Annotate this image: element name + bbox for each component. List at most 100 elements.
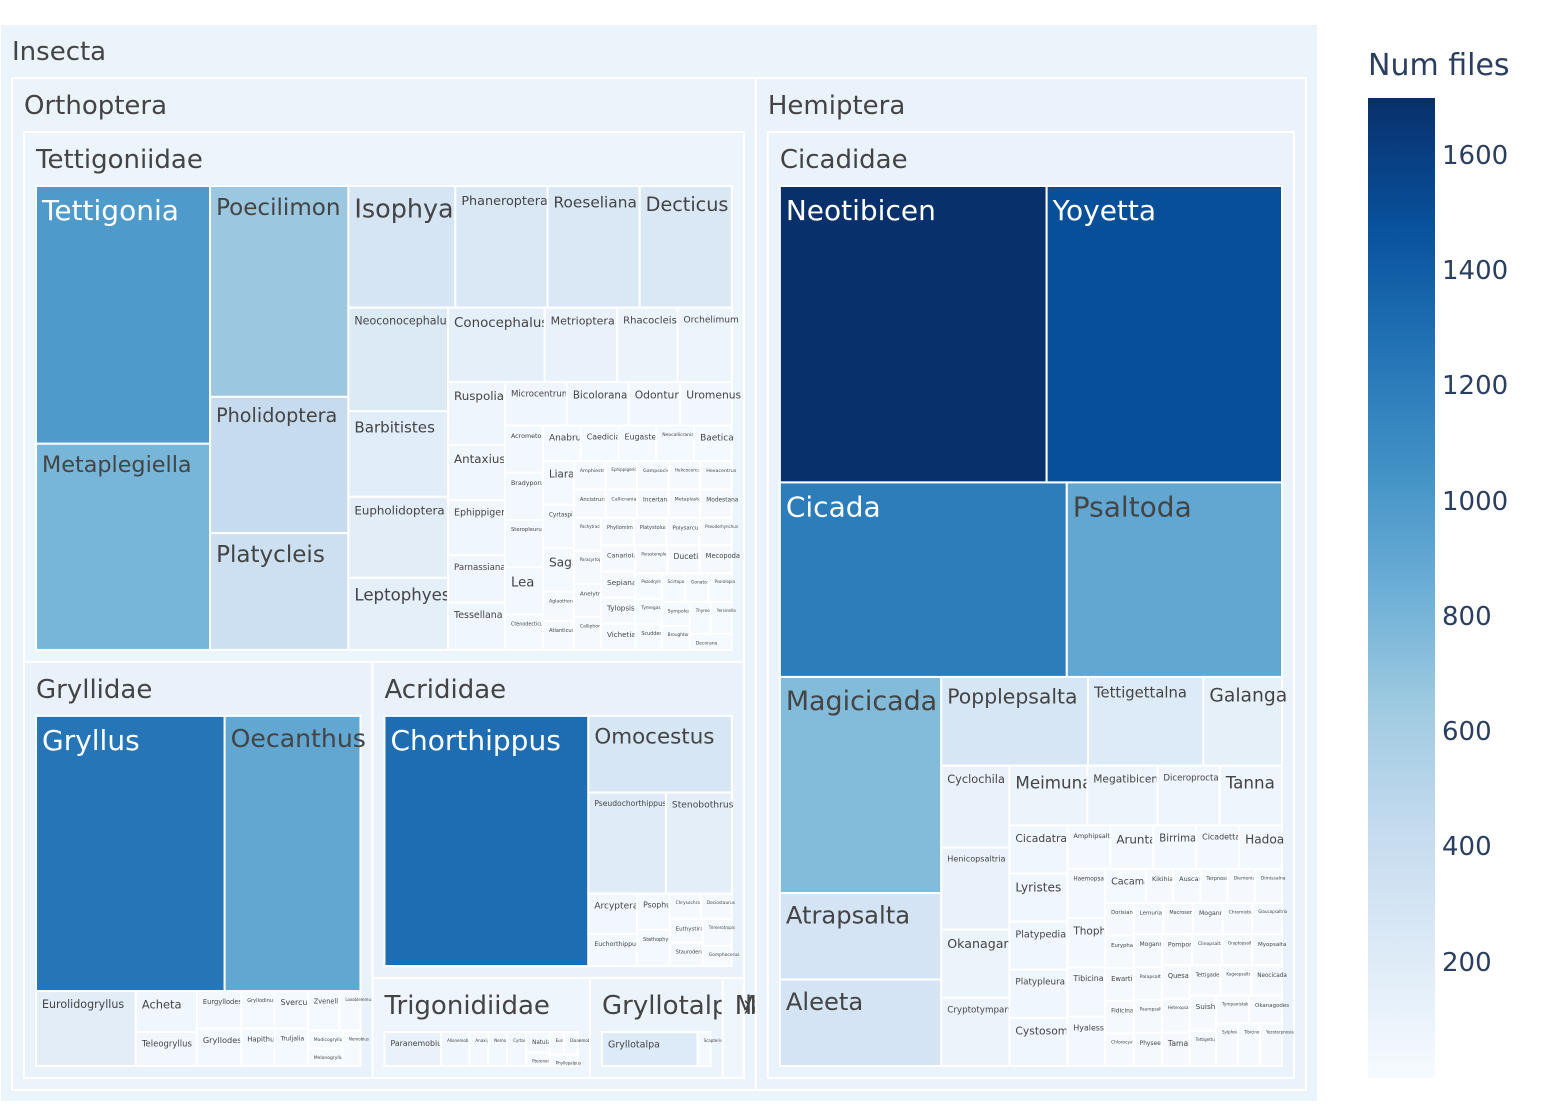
- genus-rhacocleis[interactable]: [616, 306, 679, 383]
- genus-atlanticus[interactable]: [541, 619, 575, 651]
- genus-pseudorhynchus[interactable]: [698, 516, 733, 547]
- genus-hapithus[interactable]: [240, 1027, 276, 1067]
- genus-hyalessa[interactable]: [1066, 1015, 1107, 1067]
- genus-okanagana[interactable]: [940, 928, 1011, 999]
- genus-birrima[interactable]: [1152, 824, 1198, 870]
- genus-arcyptera[interactable]: [587, 892, 639, 935]
- genus-chorthippus[interactable]: [383, 714, 590, 968]
- genus-incertana[interactable]: [636, 488, 670, 519]
- genus-scirtopoda[interactable]: [660, 572, 687, 603]
- genus-myopsalta[interactable]: [1250, 933, 1284, 967]
- genus-aglaothorax[interactable]: [541, 590, 575, 622]
- genus-euryphara[interactable]: [1104, 934, 1135, 970]
- genus-uromenus[interactable]: [679, 380, 733, 427]
- genus-kageopsaltria[interactable]: [1219, 964, 1253, 997]
- genus-cicadetta[interactable]: [1195, 824, 1241, 870]
- genus-pachytrachis[interactable]: [572, 516, 603, 552]
- genus-microcentrum[interactable]: [503, 380, 568, 427]
- genus-eupholidoptera[interactable]: [347, 495, 450, 579]
- genus-chrysochraon[interactable]: [668, 892, 702, 920]
- genus-physeema[interactable]: [1132, 1032, 1163, 1067]
- genus-nemobius[interactable]: [341, 1029, 362, 1067]
- genus-callicrania[interactable]: [604, 488, 639, 519]
- genus-euchorthippus[interactable]: [587, 932, 639, 968]
- genus-neoconocephalus[interactable]: [347, 306, 450, 413]
- genus-suisha[interactable]: [1188, 994, 1218, 1032]
- genus-neotibicen[interactable]: [778, 185, 1048, 484]
- genus-metaplegiella[interactable]: [35, 442, 212, 651]
- genus-phyllopalpus[interactable]: [548, 1053, 579, 1068]
- genus-clinopsalta[interactable]: [1190, 933, 1223, 967]
- genus-tymegaster[interactable]: [634, 597, 663, 626]
- genus-anelytra[interactable]: [572, 582, 603, 618]
- genus-neocallicrania[interactable]: [655, 424, 696, 463]
- genus-diemeniana[interactable]: [1226, 867, 1256, 904]
- genus-ephippigerida[interactable]: [604, 460, 639, 491]
- genus-platystolus[interactable]: [632, 516, 668, 547]
- genus-truljalia[interactable]: [273, 1027, 309, 1067]
- genus-macrosemia[interactable]: [1162, 901, 1194, 936]
- genus-psophus[interactable]: [636, 892, 671, 931]
- genus-eunemobius[interactable]: [548, 1031, 565, 1056]
- genus-glaucopsaltria[interactable]: [1251, 901, 1283, 936]
- genus-cicada[interactable]: [778, 481, 1068, 678]
- genus-gomphocerus[interactable]: [701, 944, 733, 968]
- genus-tettigettula[interactable]: [1188, 1029, 1218, 1067]
- genus-magicicada[interactable]: [778, 675, 943, 895]
- genus-tamasa[interactable]: [1160, 1031, 1191, 1068]
- genus-tessellana[interactable]: [447, 601, 506, 651]
- genus-tettigades[interactable]: [1188, 964, 1222, 997]
- genus-modestana[interactable]: [699, 488, 733, 519]
- genus-gryllotalpa[interactable]: [600, 1031, 699, 1068]
- genus-palapsalta[interactable]: [1132, 966, 1163, 1002]
- genus-galanga[interactable]: [1202, 675, 1283, 767]
- genus-orchelimum[interactable]: [676, 306, 733, 383]
- genus-eugaster[interactable]: [617, 424, 658, 463]
- genus-auscala[interactable]: [1172, 867, 1202, 904]
- genus-cacama[interactable]: [1104, 867, 1147, 904]
- genus-phaneroptera[interactable]: [454, 185, 549, 309]
- genus-dorisiana[interactable]: [1104, 901, 1135, 937]
- genus-pauropsalta[interactable]: [1132, 999, 1163, 1035]
- genus-acheta[interactable]: [134, 990, 198, 1033]
- genus-svercus[interactable]: [273, 990, 309, 1030]
- genus-gryllus[interactable]: [35, 714, 226, 993]
- genus-kikihia[interactable]: [1144, 867, 1175, 904]
- genus-metaplastes[interactable]: [667, 488, 702, 519]
- genus-scudderia[interactable]: [634, 623, 663, 651]
- genus-paranemobius[interactable]: [383, 1031, 443, 1068]
- genus-psaltoda[interactable]: [1065, 481, 1283, 678]
- genus-dimissalna[interactable]: [1253, 867, 1283, 904]
- genus-trimerotropis[interactable]: [701, 917, 733, 947]
- genus-platypleura[interactable]: [1008, 968, 1069, 1019]
- genus-calliphona[interactable]: [572, 615, 603, 651]
- genus-lea[interactable]: [503, 566, 544, 616]
- genus-thyreonotus[interactable]: [688, 600, 712, 635]
- genus-saga[interactable]: [541, 547, 575, 593]
- genus-stenobothrus[interactable]: [664, 791, 733, 895]
- genus-cystosoma[interactable]: [1008, 1016, 1069, 1067]
- genus-moganni[interactable]: [1132, 933, 1163, 969]
- genus-gonatoxia[interactable]: [684, 572, 710, 603]
- genus-hexacentrus[interactable]: [699, 460, 733, 491]
- genus-dianemobius[interactable]: [562, 1031, 579, 1056]
- group-mogoplistidae[interactable]: [721, 977, 745, 1079]
- genus-poecilimon[interactable]: [209, 185, 350, 398]
- genus-yersinella[interactable]: [709, 600, 733, 635]
- genus-yoyetta[interactable]: [1045, 185, 1283, 484]
- genus-sepiana[interactable]: [600, 570, 637, 599]
- genus-dociostaurus[interactable]: [699, 892, 733, 920]
- genus-tympanistalna[interactable]: [1215, 994, 1251, 1025]
- genus-paracyrtophyllus[interactable]: [572, 549, 603, 585]
- genus-gryllodinus[interactable]: [240, 990, 276, 1030]
- genus-roeseliana[interactable]: [546, 185, 641, 309]
- genus-helicocercus[interactable]: [667, 460, 702, 491]
- genus-ancistrura[interactable]: [572, 488, 607, 519]
- genus-ephippiger[interactable]: [447, 499, 506, 557]
- genus-pomponia[interactable]: [1160, 933, 1193, 967]
- genus-amphiestris[interactable]: [572, 460, 607, 491]
- genus-cyrtaspis[interactable]: [541, 503, 575, 550]
- genus-decticus[interactable]: [638, 185, 733, 309]
- genus-teleogryllus[interactable]: [134, 1030, 198, 1067]
- genus-chremistica[interactable]: [1221, 901, 1254, 936]
